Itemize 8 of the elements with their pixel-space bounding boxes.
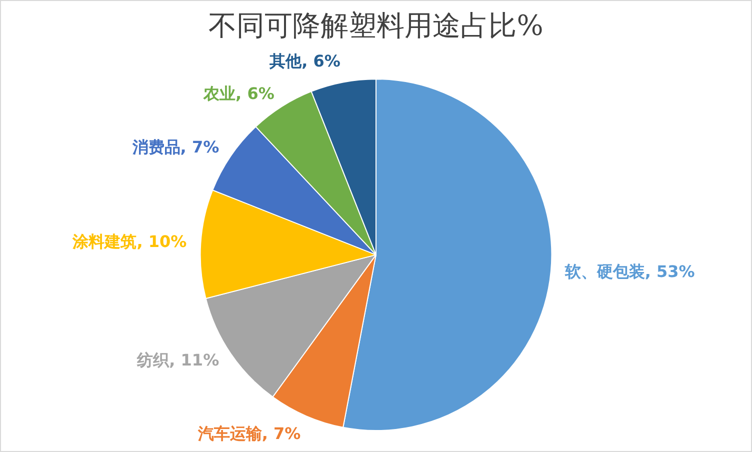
slice-label: 农业, 6% bbox=[202, 84, 274, 103]
slice-label: 其他, 6% bbox=[268, 52, 340, 71]
slice-label: 涂料建筑, 10% bbox=[72, 232, 187, 252]
slice-label: 汽车运输, 7% bbox=[196, 424, 301, 444]
slice-label: 软、硬包装, 53% bbox=[564, 262, 695, 281]
chart-title: 不同可降解塑料用途占比% bbox=[208, 9, 544, 42]
slice-label: 纺织, 11% bbox=[136, 350, 220, 370]
slice-label: 消费品, 7% bbox=[131, 137, 220, 156]
